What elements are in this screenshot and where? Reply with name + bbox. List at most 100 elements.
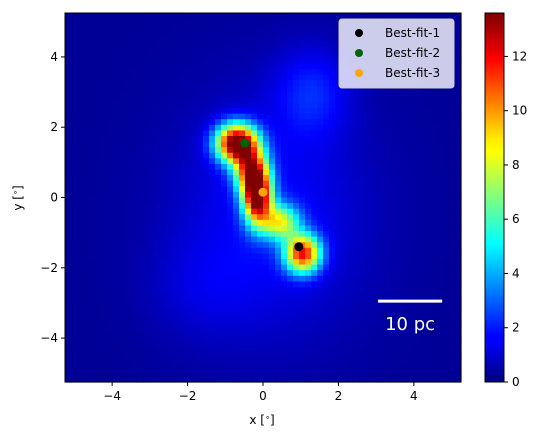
heatmap-cell — [71, 236, 78, 243]
heatmap-cell — [209, 141, 216, 148]
heatmap-cell — [341, 370, 348, 378]
heatmap-cell — [269, 35, 276, 42]
heatmap-cell — [197, 214, 204, 221]
heatmap-cell — [197, 365, 204, 372]
heatmap-cell — [89, 152, 96, 159]
heatmap-cell — [323, 314, 330, 322]
heatmap-cell — [263, 298, 270, 305]
heatmap-cell — [329, 247, 336, 255]
heatmap-cell — [257, 225, 264, 232]
heatmap-cell — [107, 74, 114, 81]
heatmap-cell — [371, 203, 378, 210]
heatmap-cell — [137, 29, 144, 36]
heatmap-cell — [185, 292, 192, 299]
heatmap-cell — [353, 169, 360, 176]
heatmap-cell — [197, 63, 204, 70]
heatmap-cell — [197, 219, 204, 227]
heatmap-cell — [83, 102, 90, 109]
heatmap-cell — [377, 247, 384, 255]
heatmap-cell — [89, 298, 96, 305]
heatmap-cell — [449, 158, 456, 165]
heatmap-cell — [257, 57, 264, 64]
heatmap-cell — [419, 365, 426, 372]
heatmap-cell — [167, 152, 174, 159]
heatmap-cell — [173, 85, 180, 92]
heatmap-cell — [311, 102, 318, 109]
heatmap-cell — [143, 348, 150, 355]
heatmap-cell — [299, 354, 306, 361]
heatmap-cell — [233, 108, 240, 115]
heatmap-cell — [323, 203, 330, 210]
heatmap-cell — [71, 18, 78, 25]
heatmap-cell — [203, 286, 210, 294]
heatmap-cell — [245, 158, 252, 165]
heatmap-cell — [263, 326, 270, 333]
heatmap-cell — [65, 163, 72, 171]
heatmap-cell — [83, 119, 90, 126]
heatmap-cell — [155, 281, 162, 288]
heatmap-cell — [215, 203, 222, 210]
heatmap-cell — [71, 175, 78, 182]
heatmap-cell — [257, 113, 264, 120]
heatmap-cell — [239, 180, 246, 187]
heatmap-cell — [431, 292, 438, 299]
heatmap-cell — [113, 309, 120, 316]
heatmap-cell — [233, 203, 240, 210]
heatmap-cell — [335, 113, 342, 120]
heatmap-cell — [431, 208, 438, 215]
heatmap-cell — [329, 29, 336, 36]
heatmap-cell — [413, 113, 420, 120]
heatmap-cell — [257, 197, 264, 204]
heatmap-cell — [239, 231, 246, 238]
heatmap-cell — [221, 337, 228, 344]
heatmap-cell — [311, 35, 318, 42]
heatmap-cell — [101, 152, 108, 159]
heatmap-cell — [443, 113, 450, 120]
heatmap-cell — [239, 259, 246, 266]
heatmap-cell — [449, 292, 456, 299]
heatmap-cell — [449, 124, 456, 132]
heatmap-cell — [293, 253, 300, 260]
heatmap-cell — [425, 169, 432, 176]
heatmap-cell — [137, 147, 144, 154]
heatmap-cell — [281, 203, 288, 210]
heatmap-cell — [317, 253, 324, 260]
heatmap-cell — [323, 29, 330, 36]
heatmap-cell — [107, 152, 114, 159]
heatmap-cell — [161, 247, 168, 255]
heatmap-cell — [227, 124, 234, 132]
heatmap-cell — [191, 108, 198, 115]
heatmap-cell — [425, 337, 432, 344]
heatmap-cell — [245, 214, 252, 221]
heatmap-cell — [347, 275, 354, 282]
heatmap-cell — [89, 231, 96, 238]
heatmap-cell — [143, 219, 150, 227]
heatmap-cell — [371, 331, 378, 338]
heatmap-cell — [71, 326, 78, 333]
heatmap-cell — [149, 63, 156, 70]
heatmap-cell — [131, 91, 138, 98]
heatmap-cell — [455, 225, 462, 232]
x-tick-label: −2 — [179, 389, 197, 403]
heatmap-cell — [221, 108, 228, 115]
heatmap-cell — [317, 264, 324, 271]
heatmap-cell — [449, 152, 456, 159]
heatmap-cell — [239, 130, 246, 137]
heatmap-cell — [155, 35, 162, 42]
heatmap-cell — [161, 309, 168, 316]
heatmap-cell — [95, 63, 102, 70]
heatmap-cell — [215, 253, 222, 260]
heatmap-cell — [209, 370, 216, 378]
heatmap-cell — [251, 80, 258, 87]
heatmap-cell — [365, 236, 372, 243]
heatmap-cell — [221, 270, 228, 277]
heatmap-cell — [341, 180, 348, 187]
heatmap-cell — [419, 236, 426, 243]
heatmap-cell — [191, 203, 198, 210]
heatmap-cell — [83, 342, 90, 350]
heatmap-cell — [167, 309, 174, 316]
heatmap-cell — [413, 236, 420, 243]
heatmap-cell — [389, 247, 396, 255]
heatmap-cell — [227, 247, 234, 255]
heatmap-cell — [137, 152, 144, 159]
